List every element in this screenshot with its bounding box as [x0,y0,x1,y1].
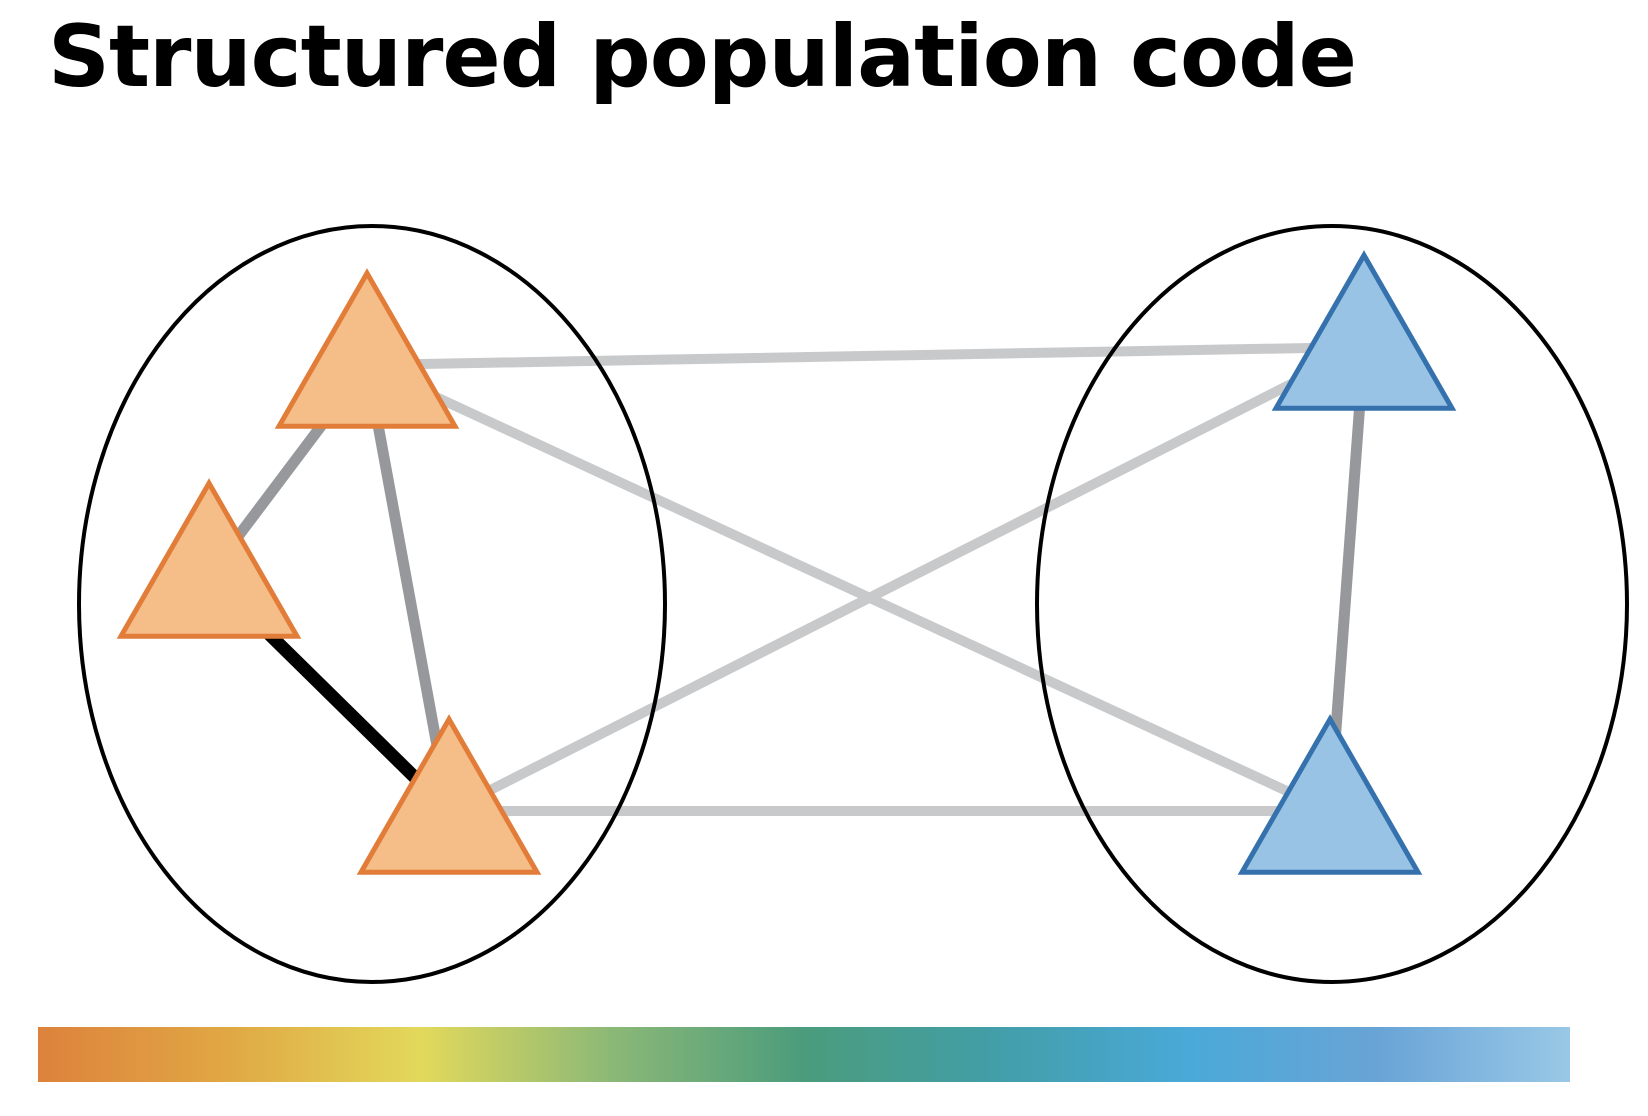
edge-a1-b2 [364,360,1333,816]
neuron-triangle-a1 [274,268,460,429]
neuron-triangle-b1 [1271,250,1457,411]
neuron-triangle-b2 [1237,714,1423,875]
edge-a3-b1 [446,342,1367,816]
neuron-triangle-a2 [116,478,302,639]
group-b-ellipse [1035,224,1629,984]
nodes-layer [116,250,1457,875]
neuron-triangle-a3 [356,714,542,875]
edge-a1-b1 [366,342,1365,370]
colorbar [38,1027,1570,1082]
group-a-ellipse [77,224,667,984]
edge-a1-a3 [361,364,455,812]
diagram-title: Structured population code [48,7,1357,107]
